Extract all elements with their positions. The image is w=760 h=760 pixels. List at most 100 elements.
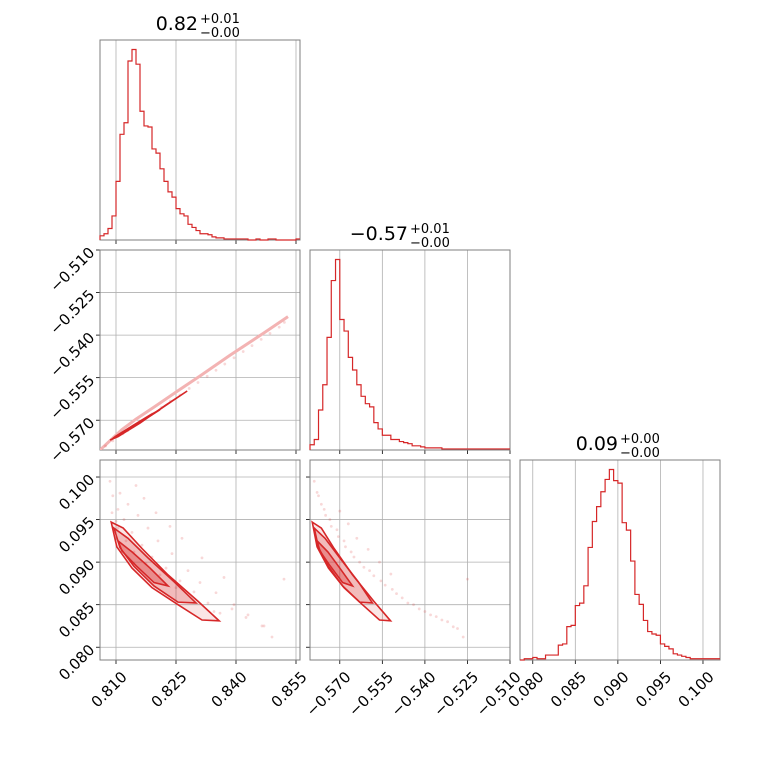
scatter-point (317, 494, 320, 498)
scatter-point (214, 591, 218, 595)
y-tick-label: 0.090 (55, 556, 98, 599)
scatter-point (134, 484, 138, 487)
scatter-point (423, 610, 427, 613)
density-contour (110, 520, 222, 622)
scatter-point (130, 530, 134, 534)
density-ridge (100, 315, 289, 450)
scatter-point (200, 556, 204, 560)
y-tick-label: −0.510 (46, 244, 98, 296)
title-value: 0.82 (156, 13, 198, 35)
scatter-point (429, 613, 432, 617)
scatter-point (312, 479, 316, 483)
scatter-point (104, 444, 107, 448)
panel-content (108, 479, 286, 639)
scatter-point (461, 635, 465, 639)
scatter-point (250, 344, 254, 348)
scatter-point (262, 624, 266, 628)
scatter-point (328, 518, 332, 521)
y-tick-label: 0.095 (55, 513, 98, 556)
titles-layer: 0.82 +0.01−0.00−0.57 +0.01−0.000.09 +0.00−0… (156, 12, 660, 461)
scatter-point (222, 576, 226, 579)
scatter-point (412, 603, 415, 607)
scatter-point (342, 539, 346, 543)
scatter-point (366, 547, 370, 551)
y-tick-label: −0.540 (46, 329, 98, 381)
scatter-point (277, 325, 281, 329)
scatter-point (116, 526, 120, 530)
title-lower-error: −0.00 (200, 26, 240, 41)
scatter-point (232, 603, 236, 607)
title-value: 0.09 (576, 433, 618, 455)
panel-frame (519, 459, 721, 661)
x-tick-label: 0.840 (208, 668, 251, 711)
scatter-point (400, 596, 404, 600)
scatter-point (434, 615, 438, 618)
scatter-point (108, 479, 112, 483)
panel-title-2: −0.57 +0.01−0.00 (350, 222, 450, 251)
scatter-point (180, 536, 184, 540)
scatter-point (270, 635, 274, 639)
x-tick-label: −0.555 (345, 668, 397, 720)
density-contour (116, 538, 171, 588)
scatter-point (212, 610, 216, 613)
title-upper-error: +0.00 (620, 432, 660, 447)
scatter-panel-r2-c1: −0.570−0.555−0.540−0.525−0.510 (303, 459, 525, 720)
scatter-point (110, 511, 114, 515)
scatter-panel-r2-c0: 0.810 0.825 0.840 0.8550.0800.0850.0900.095… (55, 459, 311, 711)
y-tick-label: 0.100 (55, 471, 98, 514)
scatter-point (136, 513, 140, 517)
density-contour (112, 526, 199, 604)
scatter-point (241, 350, 245, 353)
scatter-point (246, 613, 250, 617)
scatter-point (196, 381, 200, 384)
scatter-point (260, 624, 264, 628)
y-tick-label: 0.080 (55, 641, 98, 684)
scatter-point (140, 543, 144, 547)
scatter-point (355, 536, 359, 540)
scatter-point (456, 627, 459, 630)
scatter-point (126, 502, 130, 506)
histogram-step-line (520, 468, 720, 661)
scatter-point (283, 320, 286, 324)
scatter-point (395, 592, 398, 596)
scatter-point (282, 577, 286, 581)
scatter-point (335, 528, 339, 532)
histogram-panel-2 (309, 249, 511, 454)
panel-content (100, 315, 289, 450)
panel-frame (99, 249, 301, 451)
scatter-point (118, 491, 122, 495)
scatter-point (187, 387, 191, 390)
x-tick-label: −0.570 (303, 668, 355, 720)
scatter-point (178, 579, 182, 583)
scatter-point (268, 332, 272, 335)
scatter-point (174, 586, 178, 590)
scatter-point (170, 552, 174, 556)
x-tick-label: 0.090 (590, 668, 633, 711)
scatter-point (368, 569, 371, 573)
scatter-point (124, 539, 128, 543)
scatter-point (156, 539, 160, 543)
scatter-point (116, 507, 120, 511)
scatter-point (466, 577, 469, 581)
scatter-point (198, 581, 202, 584)
scatter-point (378, 560, 381, 564)
scatter-point (168, 524, 172, 528)
x-tick-label: 0.100 (675, 668, 718, 711)
density-contour (312, 525, 374, 604)
x-tick-label: 0.085 (547, 668, 590, 711)
scatter-point (358, 560, 362, 564)
title-lower-error: −0.00 (620, 446, 660, 461)
scatter-point (142, 496, 146, 500)
title-upper-error: +0.01 (410, 222, 450, 237)
scatter-point (146, 526, 150, 530)
scatter-point (379, 579, 383, 583)
scatter-point (230, 607, 234, 611)
scatter-point (349, 550, 353, 554)
scatter-point (329, 524, 333, 528)
histogram-panel-3: 0.080 0.085 0.090 0.095 0.100 (504, 459, 721, 711)
scatter-point (111, 439, 115, 443)
scatter-point (158, 573, 162, 577)
x-tick-label: −0.525 (430, 668, 482, 720)
scatter-point (154, 511, 158, 515)
